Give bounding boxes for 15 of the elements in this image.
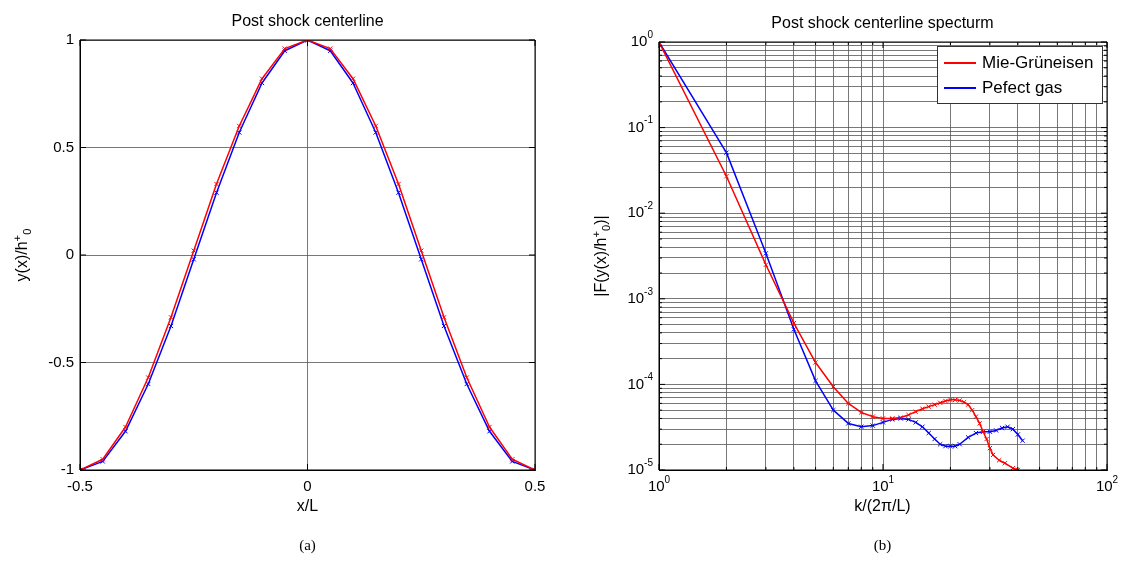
- legend-label: Pefect gas: [982, 77, 1063, 98]
- text: (b): [873, 537, 892, 554]
- y-tick-label: -0.5: [48, 352, 75, 370]
- x-tick-label: 0: [303, 477, 312, 495]
- chart-title: Post shock centerline: [231, 12, 384, 30]
- x-axis-title: x/L: [296, 497, 319, 515]
- x-tick-label: 0.5: [524, 477, 546, 495]
- text: (a): [299, 537, 316, 554]
- y-tick-label: 0: [65, 245, 74, 263]
- x-axis-title: k/(2π/L): [854, 497, 911, 515]
- chart-title: Post shock centerline specturm: [771, 14, 994, 32]
- y-tick-label: -1: [60, 460, 75, 478]
- y-tick-label: 0.5: [53, 137, 75, 155]
- y-tick-label: 1: [65, 30, 74, 48]
- legend-label: Mie-Grüneisen: [982, 52, 1094, 73]
